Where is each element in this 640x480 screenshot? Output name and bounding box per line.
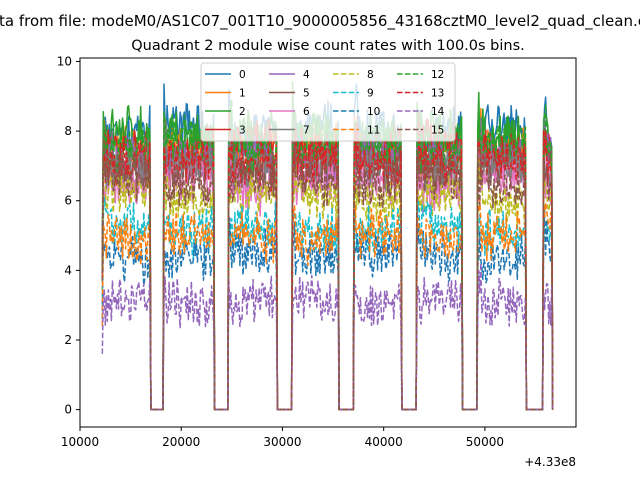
chart-title: Quadrant 2 module wise count rates with … — [131, 38, 525, 54]
legend-label-5: 5 — [303, 88, 310, 100]
series-15-line — [101, 138, 554, 411]
legend-label-10: 10 — [367, 106, 380, 118]
legend-label-2: 2 — [239, 106, 246, 118]
figure-suptitle: Data from file: modeM0/AS1C07_001T10_900… — [0, 12, 640, 31]
legend-label-6: 6 — [303, 106, 310, 118]
legend-label-4: 4 — [303, 69, 310, 81]
legend-label-15: 15 — [431, 125, 444, 137]
y-axis: 0 2 4 6 8 10 — [57, 54, 80, 417]
legend-label-9: 9 — [367, 88, 374, 100]
y-tick-label: 10 — [57, 54, 72, 68]
x-tick-label: 10000 — [61, 435, 99, 449]
series-14-line — [101, 262, 554, 411]
legend-label-7: 7 — [303, 125, 310, 137]
y-tick-label: 8 — [64, 124, 72, 138]
legend-label-14: 14 — [431, 106, 445, 118]
legend-label-1: 1 — [239, 88, 246, 100]
legend-label-13: 13 — [431, 88, 444, 100]
x-offset-label: +4.33e8 — [524, 455, 576, 469]
legend-label-0: 0 — [239, 69, 246, 81]
y-tick-label: 4 — [64, 263, 72, 277]
x-tick-label: 20000 — [162, 435, 200, 449]
legend-box — [200, 62, 456, 142]
legend-label-12: 12 — [431, 69, 444, 81]
legend-label-3: 3 — [239, 125, 246, 137]
x-axis: 10000 20000 30000 40000 50000 — [61, 427, 504, 449]
plot-lines — [101, 81, 554, 411]
y-tick-label: 6 — [64, 194, 72, 208]
x-tick-label: 40000 — [365, 435, 403, 449]
legend-label-11: 11 — [367, 125, 380, 137]
y-tick-label: 0 — [64, 403, 72, 417]
x-tick-label: 50000 — [466, 435, 504, 449]
x-tick-label: 30000 — [263, 435, 301, 449]
series-6-line — [101, 149, 554, 411]
legend-label-8: 8 — [367, 69, 374, 81]
axes-frame — [79, 57, 577, 428]
y-tick-label: 2 — [64, 333, 72, 347]
